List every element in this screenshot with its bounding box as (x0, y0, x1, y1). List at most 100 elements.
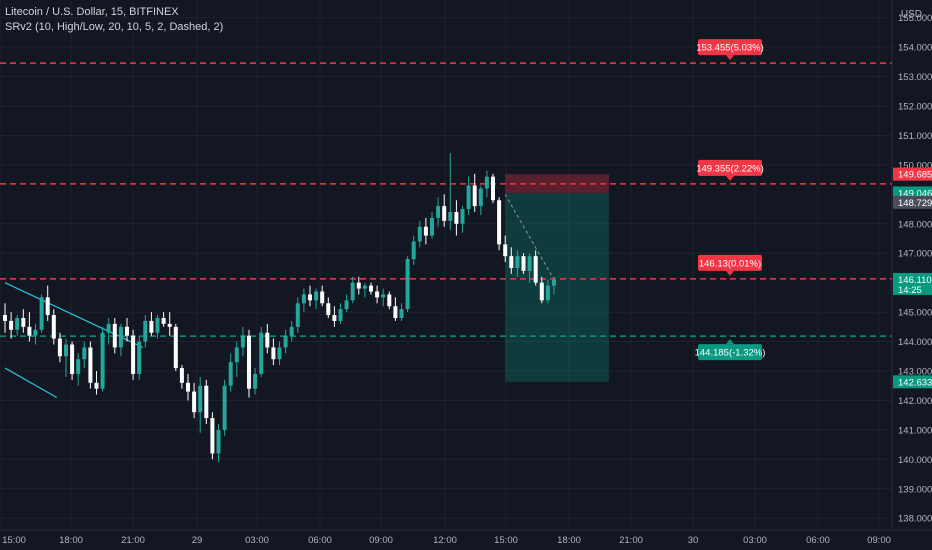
candle-body (216, 429, 221, 454)
candle-body (70, 344, 75, 374)
candle-body (405, 259, 410, 310)
time-tick-label: 15:00 (494, 535, 518, 546)
candle-body (283, 335, 288, 348)
candle-body (9, 320, 14, 330)
candle-body (265, 332, 270, 348)
price-tag: 149.685 (893, 167, 932, 181)
candle-body (417, 226, 422, 242)
candle-body (143, 320, 148, 342)
candle-body (112, 323, 117, 348)
candle-body (64, 344, 68, 357)
candle-body (301, 294, 306, 304)
candle-body (88, 347, 93, 383)
candle-body (533, 256, 538, 283)
candle-body (491, 176, 495, 201)
svg-text:148.729: 148.729 (898, 198, 932, 209)
time-tick-label: 03:00 (245, 535, 269, 546)
candle-body (253, 373, 258, 389)
time-tick-label: 15:00 (2, 535, 26, 546)
candle-body (478, 188, 483, 207)
price-tick-label: 151.000 (898, 131, 932, 142)
candle-body (155, 318, 160, 333)
candle-body (527, 256, 532, 271)
time-tick-label: 03:00 (743, 535, 767, 546)
price-tick-label: 139.000 (898, 484, 932, 495)
candle-body (509, 256, 514, 268)
candle-body (497, 200, 502, 245)
price-tick-label: 142.000 (898, 396, 932, 407)
candle-body (57, 338, 62, 357)
candle-body (515, 256, 520, 268)
candle-body (198, 385, 203, 413)
price-tick-label: 154.000 (898, 43, 932, 54)
candle-body (259, 332, 264, 374)
candle-body (350, 282, 355, 301)
candle-body (460, 209, 465, 224)
position-stop-zone (505, 174, 609, 193)
candle-body (338, 309, 343, 321)
candle-body (466, 185, 471, 210)
candle-body (399, 309, 404, 318)
price-tag: 148.729 (893, 195, 932, 209)
candle-body (369, 285, 373, 292)
candle-body (308, 294, 312, 301)
candle-body (51, 315, 56, 339)
candle-body (430, 217, 434, 236)
time-axis (0, 530, 932, 550)
svg-text:146.110: 146.110 (898, 275, 932, 286)
candle-body (503, 244, 508, 257)
candle-body (454, 212, 459, 224)
candle-body (137, 341, 142, 374)
price-tick-label: 148.000 (898, 219, 932, 230)
svg-text:14:25: 14:25 (898, 285, 922, 296)
candle-body (76, 359, 81, 374)
candle-body (167, 323, 172, 327)
candle-body (33, 329, 38, 336)
candle-body (539, 282, 544, 301)
candle-body (344, 300, 349, 310)
resistance-2-label: 149.355(2.22%) (696, 159, 764, 181)
price-tick-label: 147.000 (898, 249, 932, 260)
price-tick-label: 143.000 (898, 367, 932, 378)
candle-body (125, 326, 129, 336)
resistance-3-label: 146.13(0.01%) (698, 254, 762, 276)
candle-body (161, 318, 166, 324)
time-tick-label: 06:00 (308, 535, 332, 546)
candle-body (289, 326, 294, 336)
candle-body (179, 368, 184, 383)
candle-body (381, 294, 386, 298)
indicator-legend[interactable]: SRv2 (10, High/Low, 20, 10, 5, 2, Dashed… (5, 21, 224, 33)
price-tick-label: 145.000 (898, 308, 932, 319)
time-tick-label: 06:00 (806, 535, 830, 546)
svg-text:153.455(5.03%): 153.455(5.03%) (696, 43, 764, 54)
candle-body (436, 206, 441, 218)
candle-body (131, 335, 136, 374)
time-tick-label: 09:00 (369, 535, 393, 546)
candle-body (545, 285, 550, 301)
symbol-title: Litecoin / U.S. Dollar, 15, BITFINEX (5, 6, 179, 18)
time-tick-label: 21:00 (121, 535, 145, 546)
candle-body (94, 382, 99, 389)
time-tick-label: 30 (688, 535, 699, 546)
price-tick-label: 141.000 (898, 425, 932, 436)
candle-body (15, 318, 20, 330)
candle-body (118, 326, 123, 348)
price-tick-label: 140.000 (898, 455, 932, 466)
candle-body (271, 347, 276, 360)
time-tick-label: 29 (192, 535, 203, 546)
candle-body (192, 391, 197, 413)
candle-body (314, 291, 319, 301)
candle-body (393, 306, 398, 318)
candle-body (106, 323, 111, 333)
time-tick-label: 18:00 (557, 535, 581, 546)
candle-body (82, 347, 87, 360)
candle-body (423, 226, 428, 236)
candle-body (448, 212, 453, 221)
svg-text:149.355(2.22%): 149.355(2.22%) (696, 163, 764, 174)
svg-text:144.185(-1.32%): 144.185(-1.32%) (695, 348, 766, 359)
svg-text:142.633: 142.633 (898, 377, 932, 388)
svg-text:149.685: 149.685 (898, 170, 932, 181)
price-tag: 142.633 (893, 375, 932, 389)
